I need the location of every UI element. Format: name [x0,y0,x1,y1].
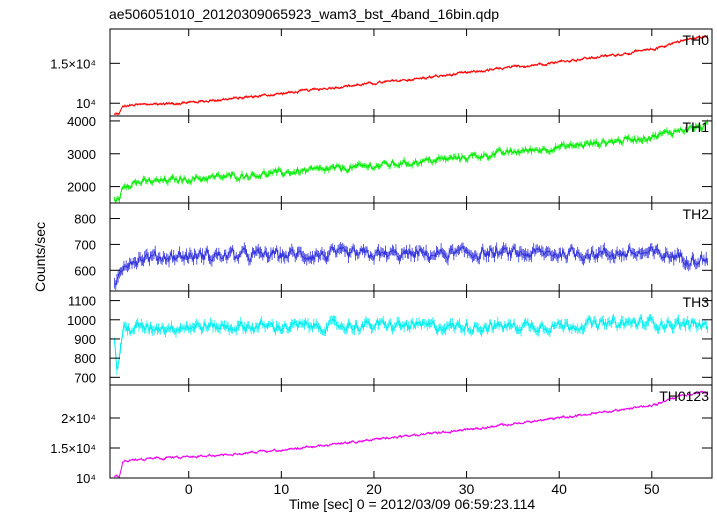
y-tick-label: 1.5×10⁴ [50,56,96,71]
panel-th3: 700 800 900 1000 1100 TH3 [67,290,713,386]
y-tick-label: 1.5×10⁴ [50,441,96,456]
panel-th1: 2000 3000 4000 TH1 [67,114,713,204]
y-tick-label: 1000 [67,313,96,328]
panel-frame [109,290,713,386]
series-label-th3: TH3 [683,294,710,310]
panel-frame [109,28,713,117]
y-tick-label: 800 [74,351,96,366]
y-tick-label: 900 [74,332,96,347]
y-tick-label: 2000 [67,180,96,195]
x-tick-label: 50 [644,481,660,497]
series-label-th2: TH2 [683,206,710,222]
panel-frame [109,115,713,204]
panel-th2: 600 700 800 TH2 [74,202,713,292]
panel-frame [109,384,713,479]
errorbars-th0123 [114,390,708,478]
errorbars-th0 [114,35,708,116]
errorbars-th1 [114,119,708,203]
series-label-th1: TH1 [683,119,710,135]
y-tick-label: 700 [74,237,96,252]
series-line-th1 [114,121,708,203]
series-line-th2 [114,244,708,287]
errorbars-th2 [114,242,708,291]
x-tick-label: 0 [185,481,193,497]
x-tick-label: 40 [551,481,567,497]
x-axis-label: Time [sec] 0 = 2012/03/09 06:59:23.114 [289,496,536,512]
y-tick-label: 10⁴ [76,471,96,486]
y-axis-label: Counts/sec [32,222,48,292]
series-label-th0: TH0 [683,32,710,48]
y-tick-label: 10⁴ [76,96,96,111]
y-tick-label: 3000 [67,147,96,162]
series-line-th3 [114,315,708,371]
x-axis: 0 10 20 30 40 50 [185,481,660,497]
y-tick-label: 4000 [67,114,96,129]
panel-th0: 10⁴ 1.5×10⁴ TH0 [50,28,713,117]
series-label-th0123: TH0123 [659,388,709,404]
y-tick-label: 600 [74,263,96,278]
series-line-th0 [114,35,708,115]
x-tick-label: 10 [274,481,290,497]
x-tick-label: 20 [366,481,382,497]
y-tick-label: 2×10⁴ [61,411,96,426]
series-line-th0123 [114,390,708,478]
panels: 10⁴ 1.5×10⁴ TH0 2000 3000 4000 TH1 600 700 800 TH2… [50,28,713,486]
y-tick-label: 1100 [68,294,96,309]
y-tick-label: 700 [74,370,96,385]
panel-frame [109,202,713,292]
chart-title: ae506051010_20120309065923_wam3_bst_4ban… [109,6,499,22]
y-tick-label: 800 [74,212,96,227]
panel-th0123: 10⁴ 1.5×10⁴ 2×10⁴ TH0123 [50,384,713,486]
x-tick-label: 30 [459,481,475,497]
